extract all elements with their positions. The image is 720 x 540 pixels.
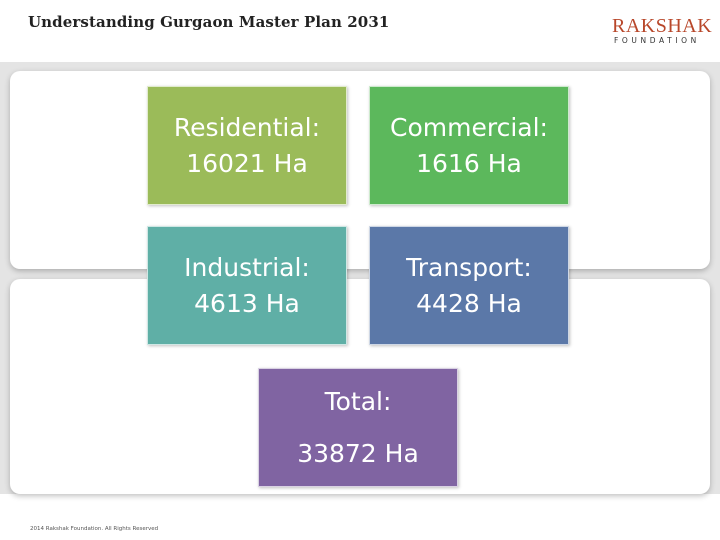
residential-value: 16021 Ha [186, 148, 308, 178]
transport-box: Transport: 4428 Ha [369, 226, 569, 345]
industrial-value: 4613 Ha [194, 288, 300, 318]
transport-value: 4428 Ha [416, 288, 522, 318]
total-box: Total: 33872 Ha [258, 368, 458, 487]
commercial-box: Commercial: 1616 Ha [369, 86, 569, 205]
transport-label: Transport: [406, 252, 532, 282]
commercial-value: 1616 Ha [416, 148, 522, 178]
residential-label: Residential: [173, 112, 321, 142]
copyright-footer: 2014 Rakshak Foundation. All Rights Rese… [30, 526, 159, 532]
total-label: Total: [324, 386, 392, 416]
logo-sub-text: FOUNDATION [614, 36, 700, 45]
total-value: 33872 Ha [297, 438, 419, 468]
slide-title: Understanding Gurgaon Master Plan 2031 [28, 13, 390, 31]
industrial-label: Industrial: [184, 252, 310, 282]
logo-main-text: RAKSHAK [612, 15, 713, 37]
industrial-box: Industrial: 4613 Ha [147, 226, 347, 345]
upper-panel [10, 71, 710, 269]
rakshak-logo: RAKSHAK FOUNDATION [612, 16, 712, 46]
residential-box: Residential: 16021 Ha [147, 86, 347, 205]
commercial-label: Commercial: [390, 112, 548, 142]
